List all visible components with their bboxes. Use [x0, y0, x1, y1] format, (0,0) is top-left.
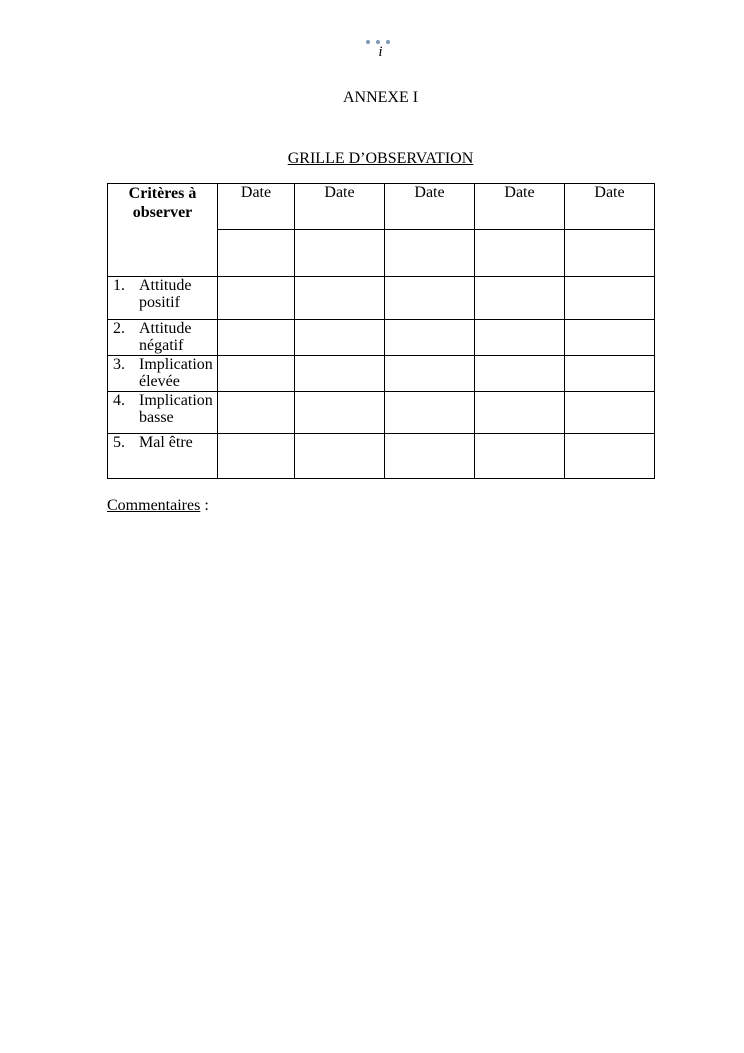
- date-value-cell: [564, 229, 655, 277]
- dot-icon: [385, 40, 390, 44]
- date-value-cell: [474, 229, 565, 277]
- observation-cell: [564, 433, 655, 479]
- observation-cell: [294, 355, 385, 392]
- table-row: 1. Attitude positif: [107, 276, 655, 320]
- criteria-label: Mal être: [139, 434, 193, 451]
- observation-cell: [474, 319, 565, 356]
- annexe-title: ANNEXE I: [342, 89, 419, 106]
- observation-cell: [564, 355, 655, 392]
- criteria-number: 3.: [113, 356, 125, 373]
- observation-cell: [384, 391, 475, 434]
- observation-cell: [564, 319, 655, 356]
- observation-cell: [217, 319, 295, 356]
- observation-cell: [474, 276, 565, 320]
- date-column-header: Date: [294, 183, 385, 230]
- date-column-header: Date: [564, 183, 655, 230]
- criteria-cell: 2. Attitude négatif: [107, 319, 218, 356]
- criteria-cell: 4. Implication basse: [107, 391, 218, 434]
- observation-cell: [564, 391, 655, 434]
- observation-cell: [384, 276, 475, 320]
- dot-icon: [365, 40, 370, 44]
- observation-cell: [294, 391, 385, 434]
- observation-cell: [294, 319, 385, 356]
- date-column-header: Date: [474, 183, 565, 230]
- criteria-cell: 3. Implication élevée: [107, 355, 218, 392]
- date-column-header: Date: [384, 183, 475, 230]
- observation-table: Critères à observer Date Date Date Date …: [107, 183, 655, 479]
- criteria-cell: 1. Attitude positif: [107, 276, 218, 320]
- dot-icon: [375, 40, 380, 44]
- observation-cell: [384, 433, 475, 479]
- criteria-header-cell: Critères à observer: [107, 183, 218, 277]
- observation-cell: [217, 355, 295, 392]
- date-value-row: [108, 229, 655, 277]
- comments-colon: :: [200, 497, 209, 514]
- observation-cell: [564, 276, 655, 320]
- criteria-number: 5.: [113, 434, 125, 451]
- date-column-header: Date: [217, 183, 295, 230]
- criteria-label: Implication basse: [139, 392, 213, 426]
- table-row: 3. Implication élevée: [107, 355, 655, 392]
- page-number: i: [378, 44, 383, 60]
- observation-cell: [294, 433, 385, 479]
- observation-cell: [384, 355, 475, 392]
- date-value-cell: [294, 229, 385, 277]
- criteria-number: 2.: [113, 320, 125, 337]
- page-marker: i: [107, 40, 654, 60]
- observation-cell: [217, 433, 295, 479]
- comments-label: Commentaires: [107, 497, 201, 514]
- date-value-cell: [384, 229, 475, 277]
- table-row: 4. Implication basse: [107, 391, 655, 434]
- observation-cell: [217, 276, 295, 320]
- criteria-label: Implication élevée: [139, 356, 213, 390]
- table-row: 5. Mal être: [107, 433, 655, 479]
- grid-title: GRILLE D’OBSERVATION: [287, 150, 474, 167]
- observation-cell: [474, 355, 565, 392]
- table-header-row: Critères à observer Date Date Date Date …: [107, 183, 655, 277]
- comments-line: Commentaires :: [107, 497, 209, 515]
- criteria-label: Attitude négatif: [139, 320, 192, 354]
- table-row: 2. Attitude négatif: [107, 319, 655, 356]
- date-value-cell: [217, 229, 295, 277]
- criteria-number: 4.: [113, 392, 125, 409]
- observation-cell: [217, 391, 295, 434]
- criteria-label: Attitude positif: [139, 277, 192, 311]
- observation-cell: [294, 276, 385, 320]
- observation-cell: [474, 391, 565, 434]
- criteria-number: 1.: [113, 277, 125, 294]
- criteria-cell: 5. Mal être: [107, 433, 218, 479]
- observation-cell: [474, 433, 565, 479]
- three-dots-icon: [365, 40, 390, 44]
- observation-cell: [384, 319, 475, 356]
